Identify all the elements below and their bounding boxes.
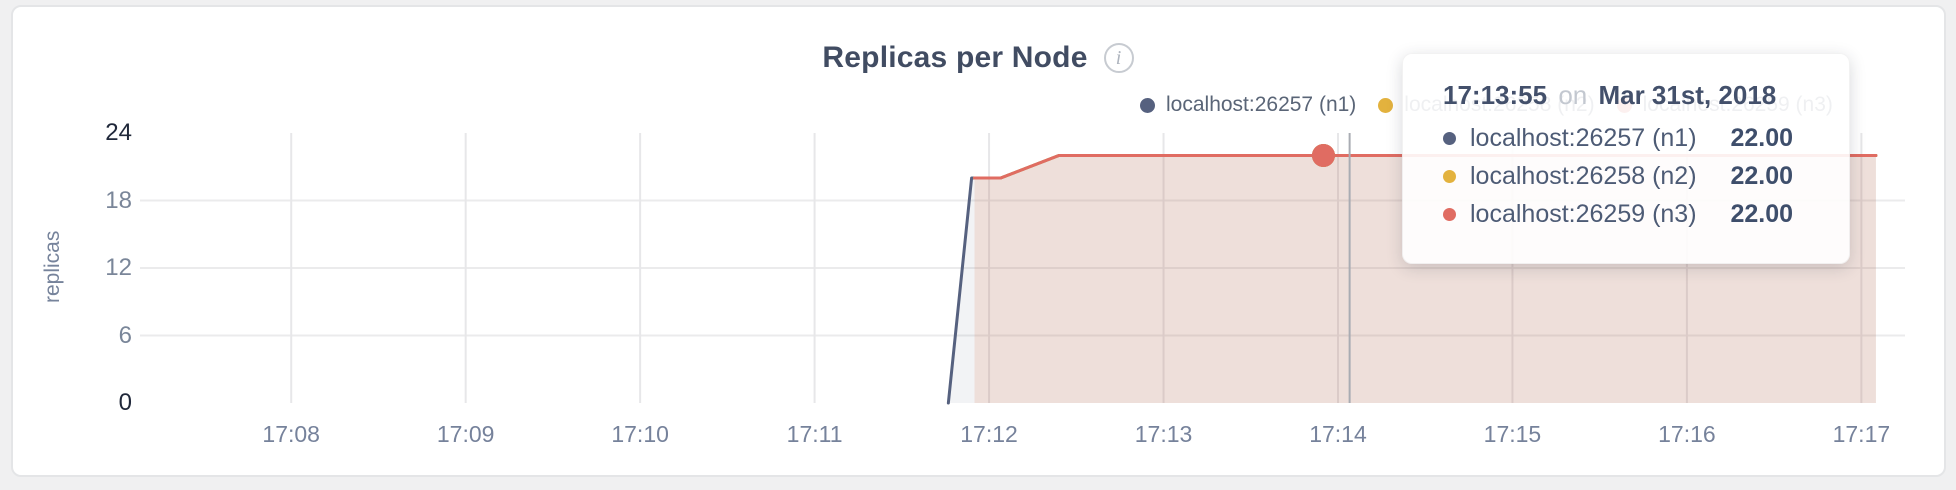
legend-swatch-icon [1378, 97, 1394, 113]
tooltip-date: Mar 31st, 2018 [1598, 80, 1777, 110]
y-tick-label: 18 [105, 186, 132, 214]
x-tick-label: 17:12 [960, 421, 1018, 447]
y-tick-label: 12 [105, 254, 132, 281]
tooltip-row: localhost:26257 (n1) 22.00 [1443, 119, 1793, 157]
tooltip-series-value: 22.00 [1730, 123, 1793, 152]
tooltip-series-dot-icon [1443, 131, 1456, 145]
tooltip-rows: localhost:26257 (n1) 22.00 localhost:26258… [1443, 119, 1793, 233]
tooltip-conjunction: on [1558, 80, 1588, 110]
tooltip-series-label: localhost:26259 (n3) [1470, 199, 1697, 228]
tooltip-series-dot-icon [1443, 207, 1456, 221]
x-tick-label: 17:09 [436, 421, 495, 447]
x-tick-label: 17:14 [1309, 421, 1367, 447]
x-tick-label: 17:11 [786, 421, 843, 447]
x-tick-label: 17:10 [611, 421, 669, 447]
legend-item[interactable]: localhost:26257 (n1) [1140, 93, 1356, 117]
tooltip-series-dot-icon [1443, 169, 1456, 183]
tooltip-series-value: 22.00 [1730, 161, 1793, 190]
legend-swatch-icon [1140, 97, 1155, 113]
info-icon[interactable]: i [1103, 43, 1134, 73]
tooltip-series-value: 22.00 [1730, 199, 1793, 228]
tooltip-header: 17:13:55 on Mar 31st, 2018 [1443, 80, 1793, 111]
x-tick-label: 17:17 [1832, 421, 1891, 447]
tooltip-time: 17:13:55 [1443, 80, 1548, 110]
x-tick-label: 17:16 [1658, 421, 1716, 447]
tooltip-row: localhost:26258 (n2) 22.00 [1443, 157, 1793, 195]
y-tick-label: 6 [118, 321, 132, 349]
chart-header: Replicas per Node i [0, 38, 1956, 78]
y-tick-label: 0 [118, 389, 132, 416]
tooltip-series-label: localhost:26258 (n2) [1470, 161, 1697, 190]
hover-tooltip: 17:13:55 on Mar 31st, 2018 localhost:262… [1402, 53, 1850, 264]
legend-label: localhost:26257 (n1) [1166, 93, 1357, 116]
tooltip-series-label: localhost:26257 (n1) [1470, 123, 1697, 152]
chart-title: Replicas per Node [822, 41, 1088, 74]
hover-point-3 [1311, 144, 1335, 167]
x-tick-label: 17:15 [1483, 421, 1542, 447]
y-tick-label: 24 [105, 119, 132, 146]
x-tick-label: 17:08 [262, 421, 320, 447]
tooltip-row: localhost:26259 (n3) 22.00 [1443, 195, 1793, 233]
x-tick-label: 17:13 [1134, 421, 1193, 447]
